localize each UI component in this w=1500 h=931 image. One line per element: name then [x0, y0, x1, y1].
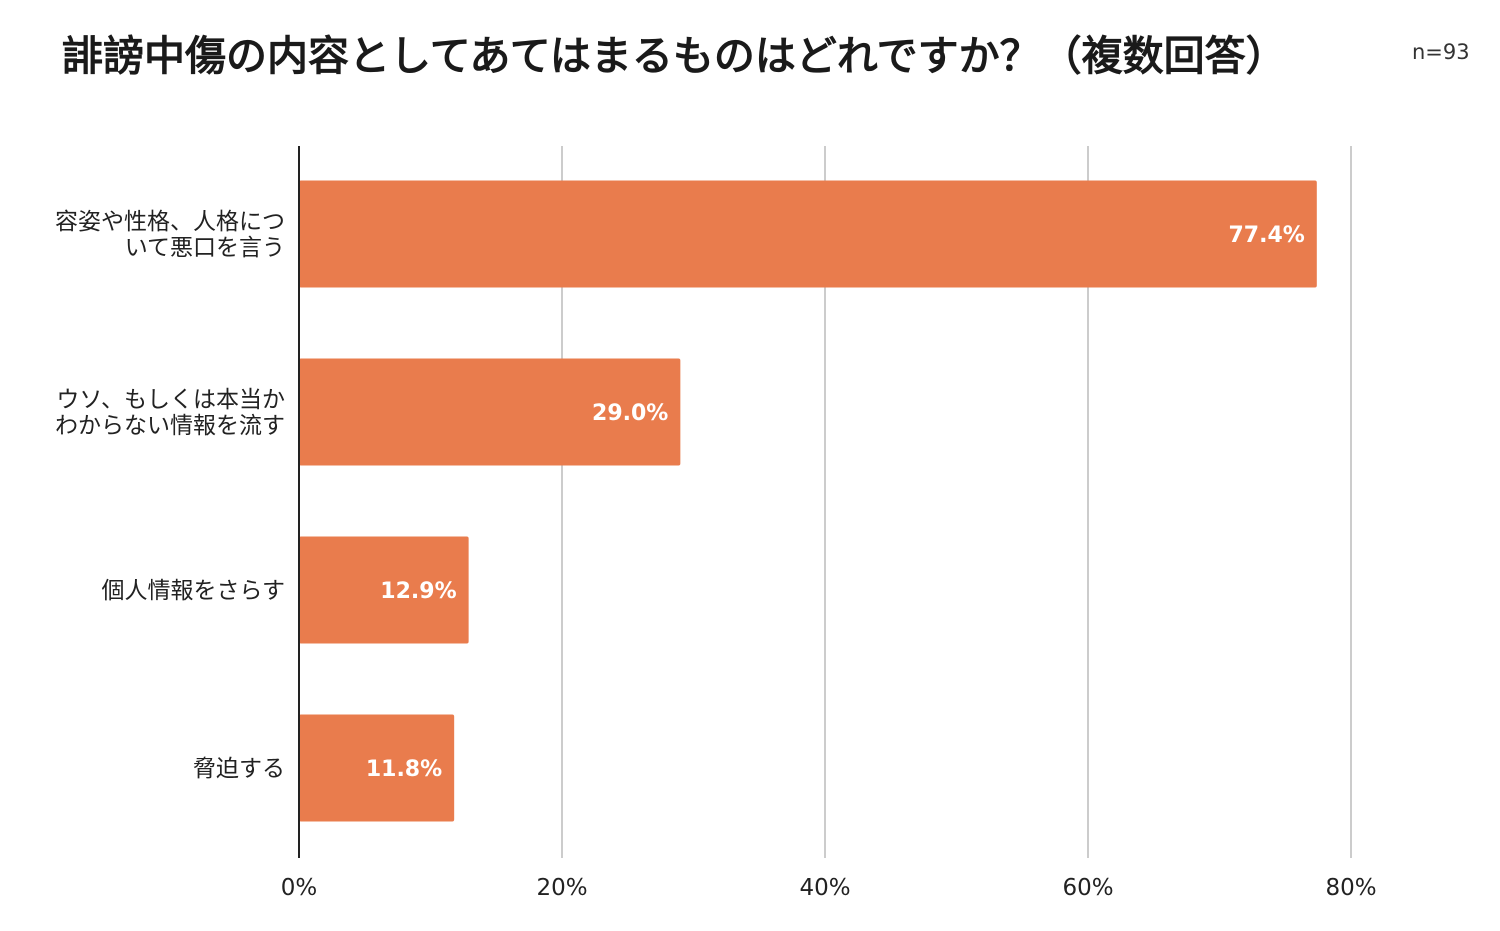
x-tick-label: 60%: [1062, 875, 1113, 901]
data-label: 29.0%: [592, 401, 668, 426]
bar: [299, 180, 1317, 288]
chart-title: 誹謗中傷の内容としてあてはまるものはどれですか？（複数回答）: [62, 32, 1287, 80]
category-label: わからない情報を流す: [55, 413, 285, 439]
category-label: 個人情報をさらす: [101, 578, 285, 604]
data-label: 11.8%: [366, 757, 442, 782]
category-label: 脅迫する: [193, 756, 285, 782]
bar: [299, 358, 681, 466]
bar: [299, 714, 455, 822]
category-label: 容姿や性格、人格につ: [55, 209, 285, 235]
x-tick-label: 80%: [1325, 875, 1376, 901]
x-tick-label: 40%: [799, 875, 850, 901]
category-label: いて悪口を言う: [125, 235, 285, 261]
sample-size-note: n=93: [1412, 40, 1470, 64]
x-tick-label: 20%: [536, 875, 587, 901]
data-label: 12.9%: [380, 579, 456, 604]
x-tick-label: 0%: [281, 875, 318, 901]
data-label: 77.4%: [1228, 223, 1304, 248]
category-label: ウソ、もしくは本当か: [56, 387, 285, 413]
bar: [299, 536, 469, 644]
